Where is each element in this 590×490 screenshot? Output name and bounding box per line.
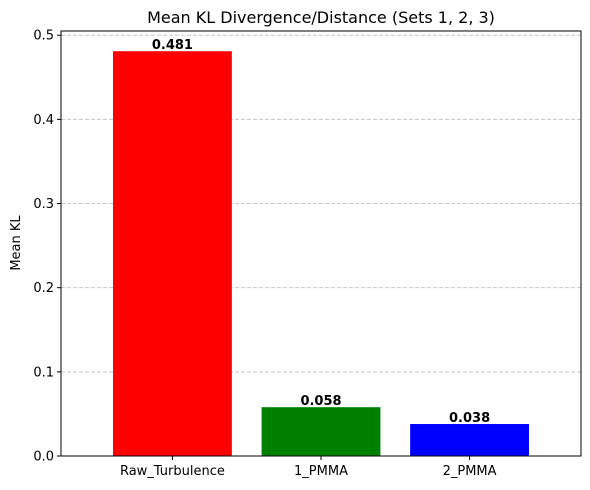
data-label: 0.481 bbox=[152, 38, 193, 53]
data-label: 0.058 bbox=[300, 394, 341, 409]
y-tick-label: 0.0 bbox=[33, 450, 54, 465]
x-axis: Raw_Turbulence 1_PMMA 2_PMMA bbox=[120, 456, 497, 479]
y-axis: 0.0 0.1 0.2 0.3 0.4 0.5 bbox=[33, 29, 61, 465]
y-tick-label: 0.2 bbox=[33, 281, 54, 296]
bar bbox=[113, 51, 232, 456]
y-tick-label: 0.5 bbox=[33, 29, 54, 44]
bars bbox=[113, 51, 529, 456]
bar bbox=[261, 407, 381, 456]
y-axis-title: Mean KL bbox=[9, 215, 24, 271]
x-tick-label: 1_PMMA bbox=[294, 464, 348, 479]
data-label: 0.038 bbox=[449, 411, 490, 426]
x-tick-label: 2_PMMA bbox=[443, 464, 497, 479]
y-tick-label: 0.3 bbox=[33, 197, 54, 212]
bar bbox=[410, 424, 529, 456]
y-tick-label: 0.1 bbox=[33, 365, 54, 380]
x-tick-label: Raw_Turbulence bbox=[120, 464, 225, 479]
y-tick-label: 0.4 bbox=[33, 113, 54, 128]
chart-title: Mean KL Divergence/Distance (Sets 1, 2, … bbox=[147, 8, 495, 27]
data-labels: 0.481 0.058 0.038 bbox=[152, 38, 490, 426]
